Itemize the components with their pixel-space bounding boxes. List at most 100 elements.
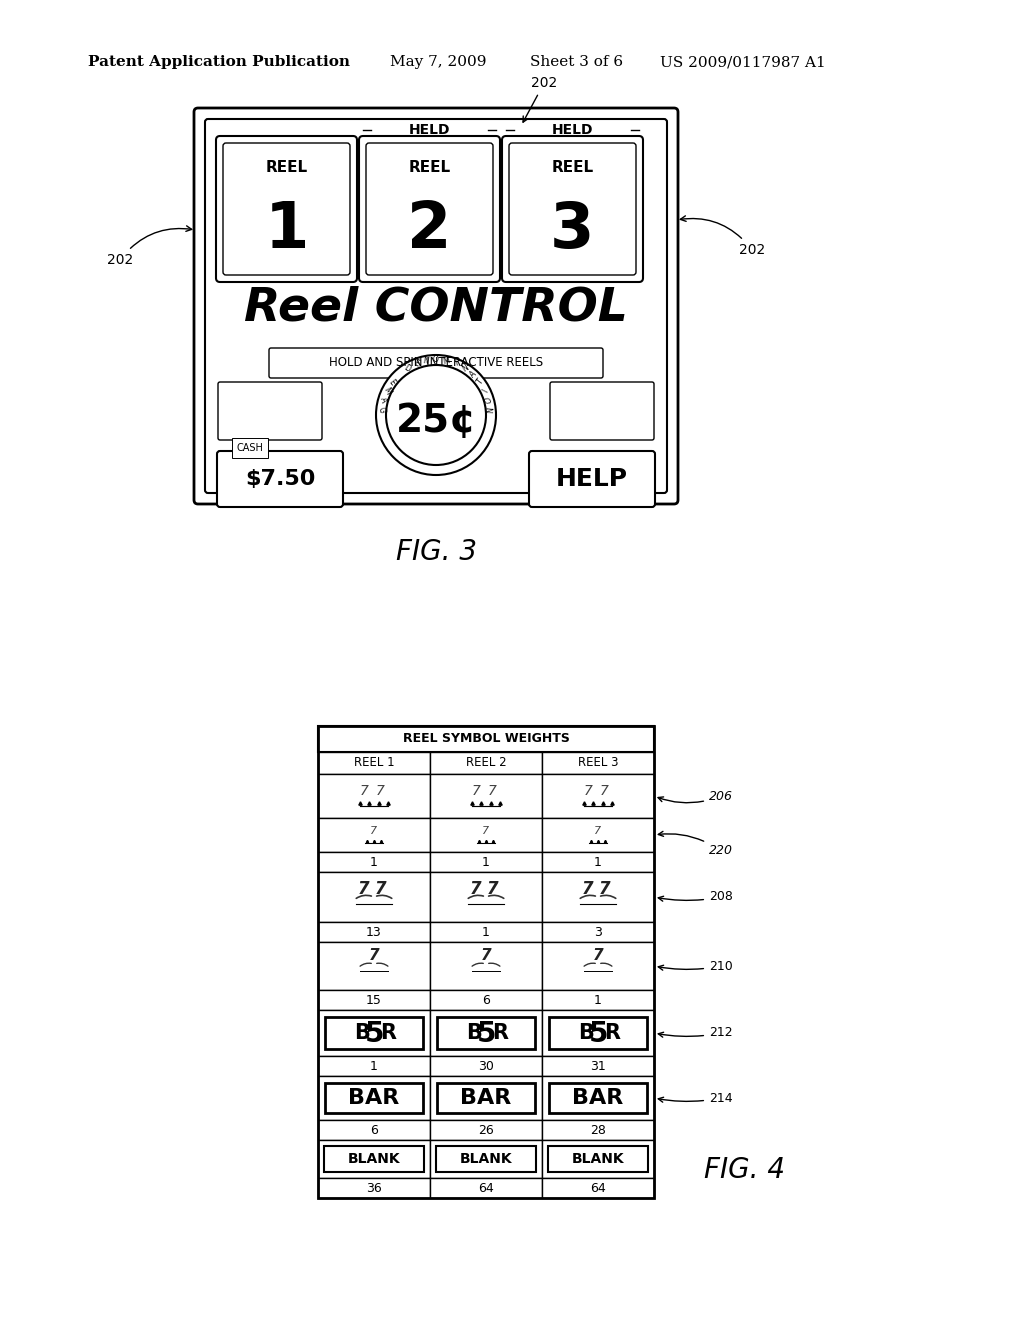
Text: 7: 7 (470, 880, 482, 898)
Text: N: N (460, 363, 470, 374)
FancyBboxPatch shape (217, 451, 343, 507)
Bar (318, 726, 654, 752)
Text: B: B (466, 1023, 482, 1043)
Bar (324, 1146, 424, 1172)
Text: O: O (433, 355, 439, 364)
Text: T: T (475, 378, 485, 387)
Bar (436, 1146, 536, 1172)
Text: FIG. 3: FIG. 3 (395, 539, 476, 566)
Text: 15: 15 (366, 994, 382, 1006)
Text: Patent Application Publication: Patent Application Publication (88, 55, 350, 69)
Bar (430, 1010, 542, 1056)
Bar (430, 873, 542, 921)
FancyBboxPatch shape (529, 451, 655, 507)
Bar (318, 774, 430, 818)
Text: REEL: REEL (265, 161, 307, 176)
Text: HELD: HELD (409, 123, 451, 137)
Bar (318, 1076, 430, 1119)
Bar (318, 818, 430, 851)
Bar (318, 851, 430, 873)
Text: BLANK: BLANK (348, 1152, 400, 1166)
Text: B: B (579, 1023, 594, 1043)
Text: 7: 7 (600, 784, 608, 799)
FancyBboxPatch shape (216, 136, 357, 282)
Text: E: E (387, 378, 397, 387)
Text: 3: 3 (594, 925, 602, 939)
FancyBboxPatch shape (366, 143, 493, 275)
Text: Reel CONTROL: Reel CONTROL (244, 285, 628, 330)
Text: BLANK: BLANK (460, 1152, 512, 1166)
Bar (430, 1076, 542, 1119)
Bar (325, 1082, 423, 1113)
Bar (542, 1056, 654, 1076)
Text: Sheet 3 of 6: Sheet 3 of 6 (530, 55, 624, 69)
Text: 1: 1 (264, 199, 308, 261)
Bar (430, 1056, 542, 1076)
Text: REEL 3: REEL 3 (578, 756, 618, 770)
Text: 64: 64 (478, 1181, 494, 1195)
Bar (542, 818, 654, 851)
Bar (318, 1119, 430, 1140)
Text: 3: 3 (550, 199, 595, 261)
Bar (318, 1056, 430, 1076)
Bar (430, 942, 542, 990)
Text: N: N (422, 356, 429, 366)
Bar (542, 1177, 654, 1199)
Bar (549, 1016, 647, 1049)
Bar (430, 752, 542, 774)
Text: REEL: REEL (409, 161, 451, 176)
Text: R: R (380, 1023, 396, 1043)
Bar (542, 1010, 654, 1056)
Text: 206: 206 (658, 789, 733, 803)
Text: REEL 1: REEL 1 (353, 756, 394, 770)
Text: 1: 1 (594, 994, 602, 1006)
Text: 7: 7 (595, 825, 601, 836)
Bar (430, 774, 542, 818)
Text: 5: 5 (366, 1020, 385, 1048)
Text: D: D (402, 363, 412, 374)
Bar (542, 774, 654, 818)
Text: BAR: BAR (348, 1088, 399, 1107)
Text: 7: 7 (375, 880, 387, 898)
Bar (437, 1016, 535, 1049)
Text: BAR: BAR (572, 1088, 624, 1107)
Text: 7: 7 (472, 784, 481, 799)
Bar (542, 1140, 654, 1177)
Text: I: I (454, 359, 459, 368)
Text: $7.50: $7.50 (245, 469, 315, 488)
Bar (318, 752, 430, 774)
Text: 210: 210 (658, 960, 733, 973)
Text: 7: 7 (376, 784, 384, 799)
Text: R: R (604, 1023, 620, 1043)
Bar (437, 1082, 535, 1113)
Text: REEL: REEL (552, 161, 594, 176)
Bar (318, 1140, 430, 1177)
Bar (318, 726, 654, 1199)
Text: 7: 7 (487, 880, 499, 898)
FancyBboxPatch shape (359, 136, 500, 282)
Text: A: A (378, 396, 388, 404)
Text: 6: 6 (370, 1123, 378, 1137)
Text: 1: 1 (594, 855, 602, 869)
Text: 30: 30 (478, 1060, 494, 1072)
Text: M: M (381, 385, 392, 396)
Text: 7: 7 (480, 949, 492, 964)
Circle shape (376, 355, 496, 475)
Text: 202: 202 (680, 216, 765, 257)
Text: N: N (486, 407, 496, 413)
Circle shape (386, 366, 486, 465)
Text: 7: 7 (371, 825, 378, 836)
Bar (318, 1010, 430, 1056)
Text: 208: 208 (658, 891, 733, 903)
Text: I: I (481, 388, 489, 393)
Text: 212: 212 (658, 1027, 732, 1040)
Bar (318, 942, 430, 990)
Text: HELP: HELP (556, 467, 628, 491)
Text: HELD: HELD (552, 123, 593, 137)
Text: G: G (377, 407, 386, 413)
Text: 1: 1 (370, 1060, 378, 1072)
Text: 7: 7 (584, 784, 593, 799)
Text: 36: 36 (367, 1181, 382, 1195)
Bar (325, 1016, 423, 1049)
Text: 202: 202 (106, 226, 191, 267)
